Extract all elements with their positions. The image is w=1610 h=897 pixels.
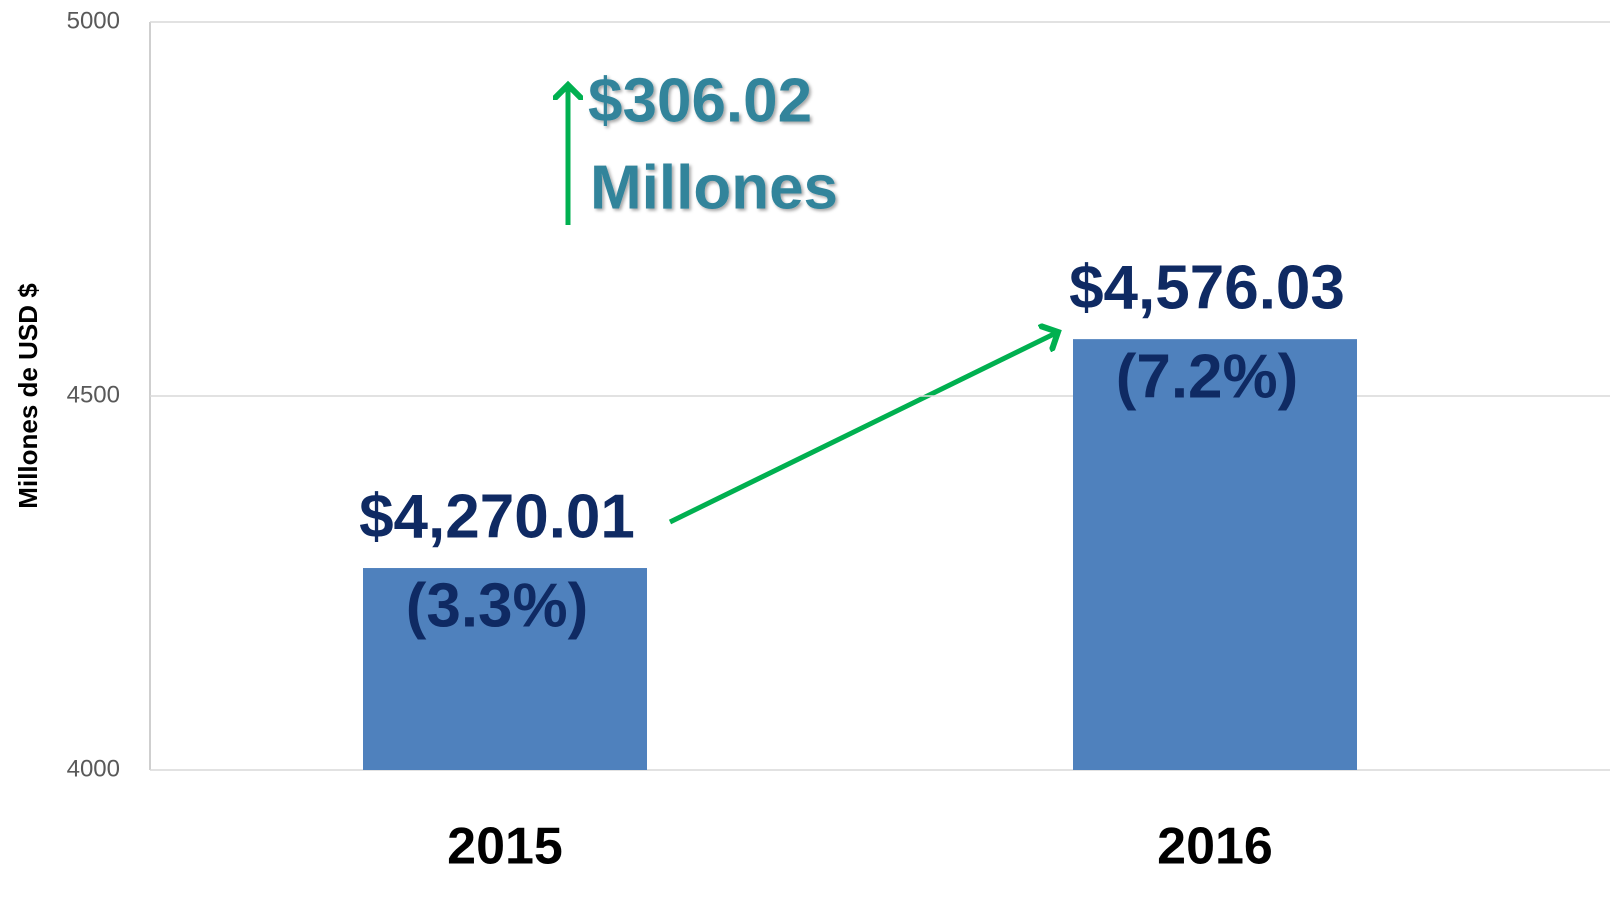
- value-label: $4,576.03: [1069, 254, 1345, 323]
- growth-arrow: [668, 332, 1058, 525]
- percent-label: (7.2%): [1116, 343, 1299, 412]
- y-tick-label: 4000: [67, 755, 120, 782]
- bar: [363, 568, 647, 770]
- value-label: $4,270.01: [359, 482, 635, 551]
- y-axis-label: Millones de USD $: [13, 283, 43, 509]
- annotation: $306.02: [588, 66, 812, 135]
- x-tick-label: 2016: [1157, 818, 1273, 876]
- percent-label: (3.3%): [406, 571, 589, 640]
- y-tick-label: 4500: [67, 381, 120, 408]
- x-tick-label: 2015: [447, 818, 563, 876]
- bar: [1073, 339, 1357, 770]
- y-tick-label: 5000: [67, 7, 120, 34]
- annotation: Millones: [590, 153, 838, 222]
